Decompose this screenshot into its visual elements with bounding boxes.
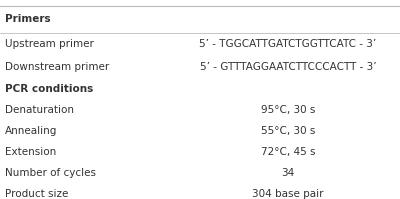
Text: 304 base pair: 304 base pair [252,188,324,199]
Text: Annealing: Annealing [5,126,57,136]
Text: 5’ - GTTTAGGAATCTTCCCACTT - 3’: 5’ - GTTTAGGAATCTTCCCACTT - 3’ [200,62,376,72]
Text: 5’ - TGGCATTGATCTGGTTCATC - 3’: 5’ - TGGCATTGATCTGGTTCATC - 3’ [199,39,377,49]
Text: Product size: Product size [5,188,68,199]
Text: Number of cycles: Number of cycles [5,168,96,178]
Text: Primers: Primers [5,14,50,24]
Text: 34: 34 [281,168,295,178]
Text: 55°C, 30 s: 55°C, 30 s [261,126,315,136]
Text: Downstream primer: Downstream primer [5,62,109,72]
Text: 72°C, 45 s: 72°C, 45 s [261,147,315,157]
Text: 95°C, 30 s: 95°C, 30 s [261,105,315,115]
Text: Denaturation: Denaturation [5,105,74,115]
Text: Upstream primer: Upstream primer [5,39,94,49]
Text: Extension: Extension [5,147,56,157]
Text: PCR conditions: PCR conditions [5,84,93,94]
